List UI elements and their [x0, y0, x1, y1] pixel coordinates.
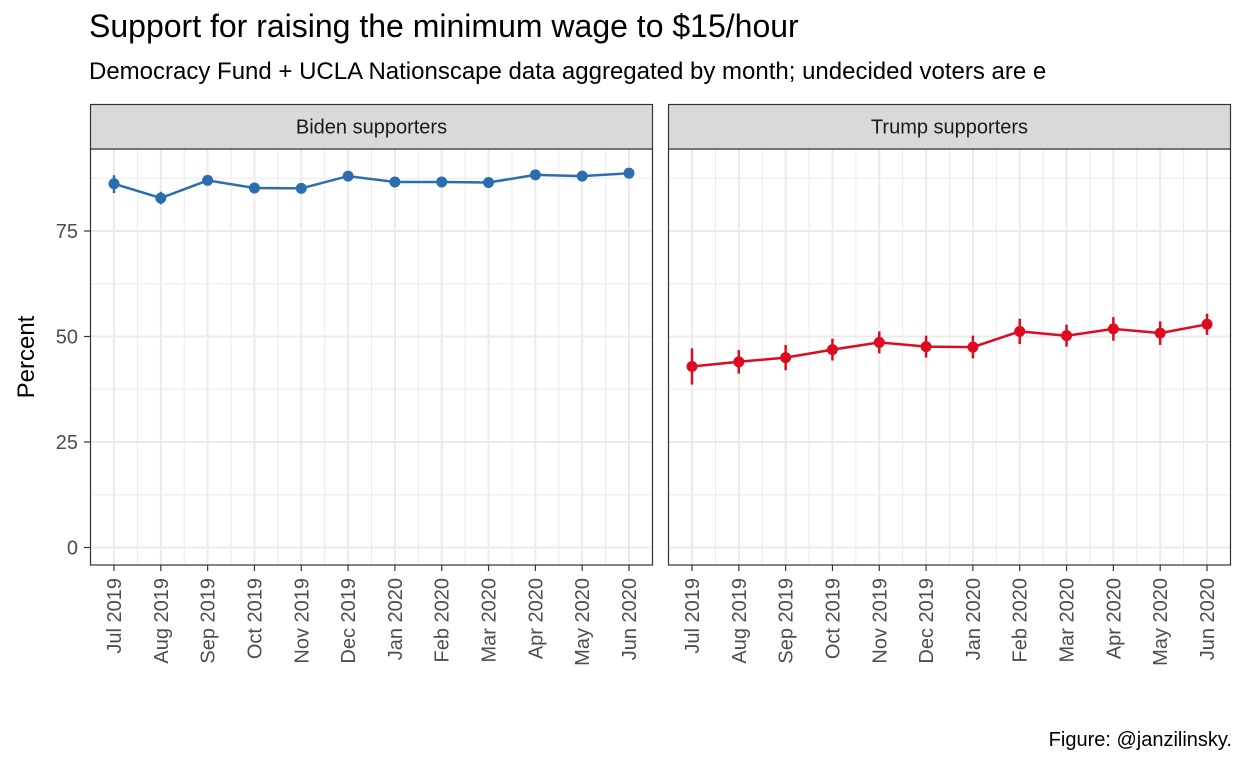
x-tick-label: Oct 2019: [822, 578, 844, 659]
data-point: [436, 176, 448, 188]
y-tick-label: 75: [56, 221, 78, 243]
x-tick-label: Mar 2020: [479, 578, 501, 663]
x-tick-label: Sep 2019: [198, 578, 220, 664]
x-tick-label: Nov 2019: [869, 578, 891, 664]
data-point: [389, 176, 401, 188]
y-tick-label: 0: [67, 538, 78, 560]
data-point: [873, 336, 885, 348]
x-tick-label: Feb 2020: [1010, 578, 1032, 663]
x-tick-label: Dec 2019: [916, 578, 938, 664]
panel-biden: Biden supporters Jul 2019 Aug 2019 Sep 2019…: [89, 103, 654, 666]
x-tick-label: Oct 2019: [244, 578, 266, 659]
data-point: [1107, 323, 1119, 335]
x-tick-label: Mar 2020: [1057, 578, 1079, 663]
y-tick-label: 50: [56, 327, 78, 349]
data-point: [108, 178, 120, 190]
data-point: [1061, 330, 1073, 342]
data-point: [248, 182, 260, 194]
data-point: [920, 341, 932, 353]
y-axis-title: Percent: [13, 315, 40, 398]
data-point: [686, 360, 698, 372]
x-tick-label: Nov 2019: [291, 578, 313, 664]
data-point: [202, 174, 214, 186]
data-point: [1201, 318, 1213, 330]
data-point: [529, 169, 541, 181]
data-point: [967, 341, 979, 353]
facet-strip-label: Biden supporters: [296, 117, 447, 139]
data-point: [826, 344, 838, 356]
data-point: [483, 176, 495, 188]
series-line: [691, 323, 1208, 368]
x-tick-label: Feb 2020: [432, 578, 454, 663]
data-point: [155, 192, 167, 204]
x-tick-label: Apr 2020: [1103, 578, 1125, 659]
facet-strip: [89, 103, 654, 150]
x-tick-label: Jan 2020: [963, 578, 985, 660]
data-point: [1014, 325, 1026, 337]
x-tick-label: Aug 2019: [151, 578, 173, 664]
x-tick-label: Jul 2019: [682, 578, 704, 654]
data-point: [295, 182, 307, 194]
data-point: [623, 167, 635, 179]
x-tick-label: Dec 2019: [338, 578, 360, 664]
data-point: [780, 352, 792, 364]
x-tick-label: Apr 2020: [525, 578, 547, 659]
data-point: [1154, 327, 1166, 339]
facet-strip: [667, 103, 1232, 150]
data-point: [733, 356, 745, 368]
data-point: [342, 170, 354, 182]
series-line: [113, 171, 630, 200]
x-tick-label: Jan 2020: [385, 578, 407, 660]
chart-subtitle: Democracy Fund + UCLA Nationscape data a…: [89, 58, 1047, 85]
x-tick-label: Sep 2019: [776, 578, 798, 664]
y-axis: 0 25 50 75: [56, 221, 90, 560]
y-tick-label: 25: [56, 432, 78, 454]
x-tick-label: Jun 2020: [1197, 578, 1219, 660]
x-tick-label: Aug 2019: [729, 578, 751, 664]
x-tick-label: May 2020: [1150, 578, 1172, 666]
chart-title: Support for raising the minimum wage to …: [89, 8, 799, 44]
x-tick-label: Jul 2019: [104, 578, 126, 654]
x-tick-label: Jun 2020: [619, 578, 641, 660]
panel-trump: Trump supporters Jul 2019 Aug 2019 Sep 2019…: [667, 103, 1232, 666]
x-tick-label: May 2020: [572, 578, 594, 666]
facet-strip-label: Trump supporters: [871, 117, 1028, 139]
data-point: [576, 170, 588, 182]
figure-caption: Figure: @janzilinsky.: [1048, 729, 1232, 751]
